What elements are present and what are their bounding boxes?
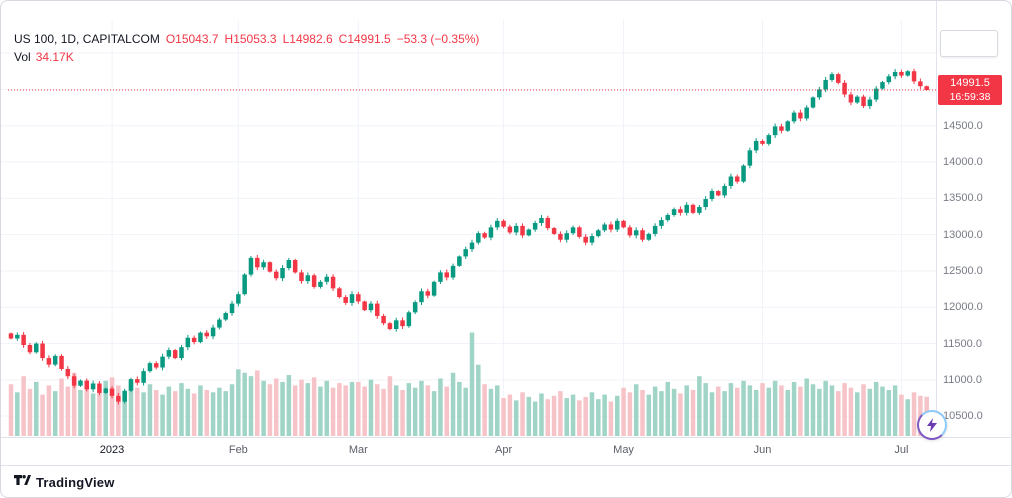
price-axis-label: 14500.0 [943, 119, 983, 132]
time-axis-label: Jun [753, 444, 772, 456]
time-axis-label: Mar [348, 444, 368, 456]
quick-trade-button[interactable] [917, 410, 947, 440]
high-value: H15053.3 [224, 32, 277, 46]
tradingview-logo[interactable]: TradingView [14, 474, 115, 490]
price-axis-label: 13500.0 [943, 192, 983, 205]
tradingview-logo-icon [14, 474, 31, 485]
volume-value: 34.17K [35, 50, 74, 64]
chart-canvas[interactable] [0, 0, 936, 437]
current-price-value: 14991.5 [950, 77, 990, 89]
footer-bar: TradingView [0, 465, 1012, 498]
time-axis-label: Jul [894, 444, 909, 456]
legend: US 100, 1D, CAPITALCOM O15043.7 H15053.3 L1… [14, 30, 485, 66]
volume-label[interactable]: Vol [14, 50, 31, 64]
price-axis-label: 14000.0 [943, 156, 983, 168]
time-scale[interactable]: 2023 Feb Mar Apr May Jun Jul [0, 437, 1012, 466]
ohlc-values: O15043.7 H15053.3 L14982.6 C14991.5 −53.3 (−… [166, 32, 486, 46]
chart-pane[interactable] [0, 0, 936, 437]
price-axis-empty-label [940, 30, 998, 57]
price-axis-label: 12000.0 [943, 301, 983, 314]
change-value: −53.3 (−0.35%) [396, 32, 480, 46]
time-axis-label: Feb [228, 444, 248, 456]
current-price-tag: 14991.5 16:59:38 [938, 75, 1002, 105]
low-value: L14982.6 [282, 32, 333, 46]
time-axis-label: 2023 [99, 444, 125, 456]
symbol-title[interactable]: US 100, 1D, CAPITALCOM [14, 32, 160, 46]
lightning-icon [927, 418, 937, 432]
time-axis-label: Apr [495, 444, 513, 456]
bar-countdown: 16:59:38 [949, 91, 991, 103]
open-value: O15043.7 [165, 32, 219, 46]
price-axis-label: 11500.0 [943, 337, 982, 350]
tradingview-logo-text: TradingView [36, 474, 115, 490]
price-axis-label: 12500.0 [943, 264, 983, 277]
close-value: C14991.5 [338, 32, 391, 46]
price-axis-label: 10500.0 [943, 410, 983, 423]
price-axis-label: 13000.0 [943, 228, 983, 241]
time-axis-label: May [613, 444, 634, 456]
price-axis-label: 11000.0 [943, 373, 982, 386]
price-scale[interactable]: 14991.5 16:59:38 14500.0 14000.0 13500.0 13… [936, 0, 1012, 437]
